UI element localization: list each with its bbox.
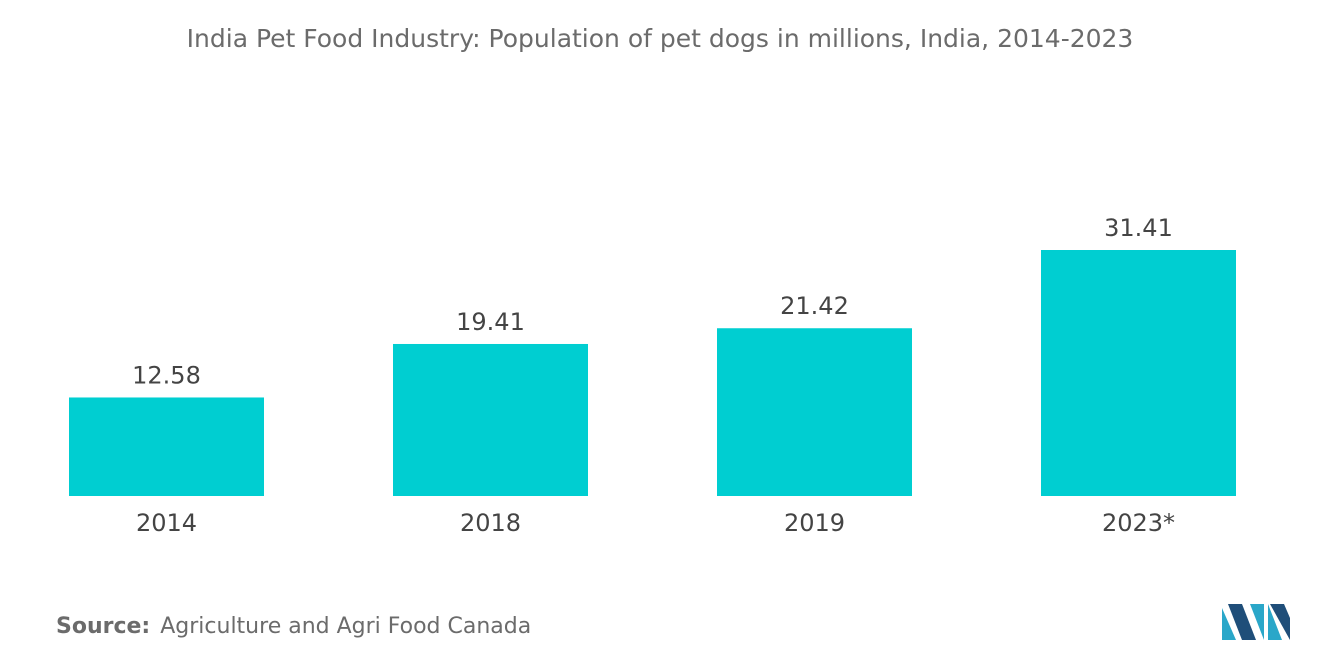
data-label: 19.41 bbox=[456, 308, 525, 336]
bar-2018 bbox=[393, 343, 588, 496]
bar-2019 bbox=[717, 328, 912, 496]
bar-2014 bbox=[69, 397, 264, 496]
x-tick-label: 2019 bbox=[784, 509, 845, 537]
x-tick-label: 2014 bbox=[136, 509, 197, 537]
source-label: Source: bbox=[56, 614, 151, 639]
source-note: Source: Agriculture and Agri Food Canada bbox=[56, 614, 531, 639]
x-tick-label: 2018 bbox=[460, 509, 521, 537]
data-label: 21.42 bbox=[780, 292, 849, 320]
bar-2023* bbox=[1041, 250, 1236, 496]
data-label: 12.58 bbox=[132, 361, 201, 389]
bar-chart: 12.58 2014 19.41 2018 21.42 2019 31.41 2023* bbox=[69, 214, 1236, 537]
source-text: Agriculture and Agri Food Canada bbox=[160, 614, 532, 639]
company-logo-icon bbox=[1222, 604, 1290, 640]
x-tick-label: 2023* bbox=[1102, 509, 1175, 537]
data-label: 31.41 bbox=[1104, 214, 1173, 242]
chart-title: India Pet Food Industry: Population of p… bbox=[186, 24, 1134, 53]
